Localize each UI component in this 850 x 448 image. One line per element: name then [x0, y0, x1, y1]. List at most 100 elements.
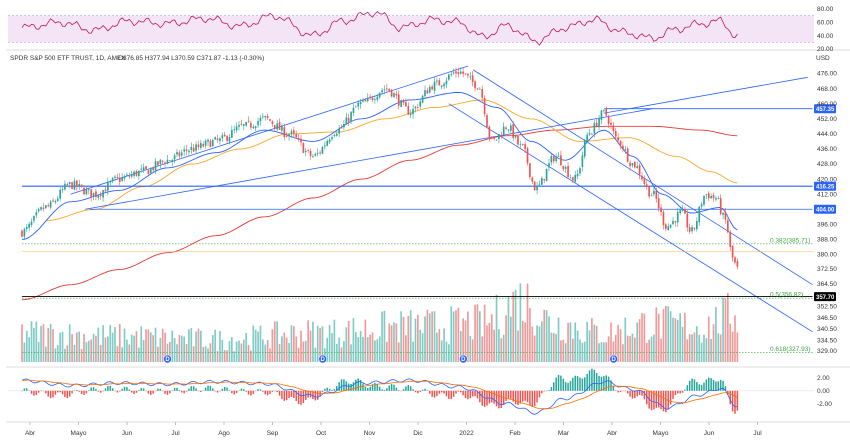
- volume-bar: [710, 338, 712, 362]
- macd-histogram-bar: [169, 390, 171, 394]
- volume-bar: [579, 339, 581, 362]
- macd-histogram-bar: [541, 390, 543, 394]
- price-tick-label: 329.00: [817, 348, 837, 355]
- currency-label: USD: [816, 55, 830, 62]
- macd-histogram-bar: [333, 389, 336, 391]
- macd-histogram-bar: [531, 390, 534, 407]
- candle-body: [526, 148, 529, 164]
- volume-bar: [83, 333, 85, 362]
- candle-body: [133, 171, 135, 176]
- volume-bar: [457, 307, 460, 362]
- candle-body: [257, 121, 259, 126]
- volume-bar: [314, 347, 317, 362]
- candle-body: [457, 72, 460, 75]
- volume-bar: [729, 323, 732, 362]
- volume-bar: [681, 326, 684, 362]
- volume-bar: [610, 322, 612, 362]
- candle-body: [362, 100, 364, 102]
- candle-body: [688, 227, 691, 232]
- candle-body: [562, 165, 565, 170]
- volume-bar: [614, 334, 617, 362]
- macd-histogram-bar: [367, 388, 369, 391]
- candle-body: [293, 130, 295, 134]
- volume-bar: [572, 338, 574, 362]
- macd-histogram-bar: [283, 390, 286, 401]
- volume-bar: [619, 328, 622, 362]
- candle-body: [731, 245, 734, 258]
- volume-bar: [114, 327, 116, 362]
- volume-bar: [242, 339, 245, 362]
- macd-histogram-bar: [719, 379, 722, 391]
- time-tick-label: Ago: [218, 430, 230, 437]
- candle-body: [357, 102, 360, 107]
- candle-body: [591, 133, 593, 135]
- candle-body: [221, 135, 224, 139]
- candle-body: [433, 81, 436, 91]
- volume-bar: [736, 332, 739, 362]
- volume-bar: [97, 327, 100, 362]
- candle-body: [393, 93, 395, 98]
- candle-body: [209, 140, 212, 148]
- macd-histogram-bar: [390, 383, 393, 391]
- candle-body: [614, 130, 617, 137]
- volume-bar: [378, 336, 381, 362]
- candle-body: [417, 107, 419, 108]
- volume-bar: [636, 322, 639, 362]
- volume-bar: [357, 337, 360, 362]
- candle-body: [400, 100, 402, 107]
- candle-body: [448, 74, 450, 80]
- candle-body: [145, 166, 147, 170]
- macd-histogram-bar: [138, 390, 140, 391]
- candle-body: [486, 115, 488, 127]
- candle-body: [529, 163, 531, 178]
- candle-body: [715, 198, 717, 200]
- candle-body: [455, 71, 457, 74]
- macd-histogram-bar: [429, 390, 431, 394]
- macd-histogram-bar: [176, 387, 178, 391]
- candle-body: [631, 163, 634, 166]
- volume-bar: [419, 329, 422, 362]
- candle-body: [612, 125, 615, 131]
- volume-bar: [538, 326, 541, 362]
- macd-histogram-bar: [252, 390, 255, 394]
- volume-bar: [350, 344, 352, 362]
- macd-histogram-bar: [52, 390, 54, 398]
- candle-body: [517, 136, 519, 145]
- candle-body: [605, 109, 608, 116]
- macd-histogram-bar: [185, 390, 188, 392]
- candle-body: [126, 174, 128, 176]
- macd-histogram-bar: [646, 390, 648, 405]
- macd-histogram-bar: [314, 390, 317, 401]
- volume-bar: [402, 316, 405, 362]
- volume-bar: [464, 320, 467, 362]
- macd-histogram-bar: [259, 389, 262, 391]
- volume-bar: [641, 313, 643, 362]
- volume-bar: [421, 333, 424, 362]
- symbol-title: SPDR S&P 500 ETF TRUST, 1D, AMEX: [10, 55, 126, 62]
- volume-bar: [190, 328, 193, 362]
- candle-body: [698, 206, 701, 223]
- candle-body: [33, 215, 35, 221]
- volume-bar: [650, 336, 653, 362]
- macd-histogram-bar: [595, 372, 598, 391]
- volume-bar: [507, 296, 510, 362]
- volume-bar: [324, 348, 326, 362]
- volume-bar: [276, 321, 278, 362]
- volume-bar: [192, 346, 195, 362]
- candle-body: [541, 177, 543, 185]
- macd-histogram-bar: [266, 390, 269, 396]
- candle-body: [118, 177, 121, 182]
- price-tag-label: 457.35: [816, 107, 835, 113]
- candle-body: [519, 143, 522, 145]
- volume-bar: [591, 318, 593, 362]
- volume-bar: [705, 338, 708, 362]
- macd-pane: [8, 368, 814, 415]
- macd-histogram-bar: [414, 390, 417, 393]
- macd-histogram-bar: [538, 390, 541, 398]
- price-tick-label: 372.50: [817, 266, 837, 273]
- macd-histogram-bar: [550, 387, 553, 391]
- macd-histogram-bar: [92, 387, 95, 391]
- macd-histogram-bar: [386, 388, 388, 391]
- volume-bar: [450, 306, 453, 362]
